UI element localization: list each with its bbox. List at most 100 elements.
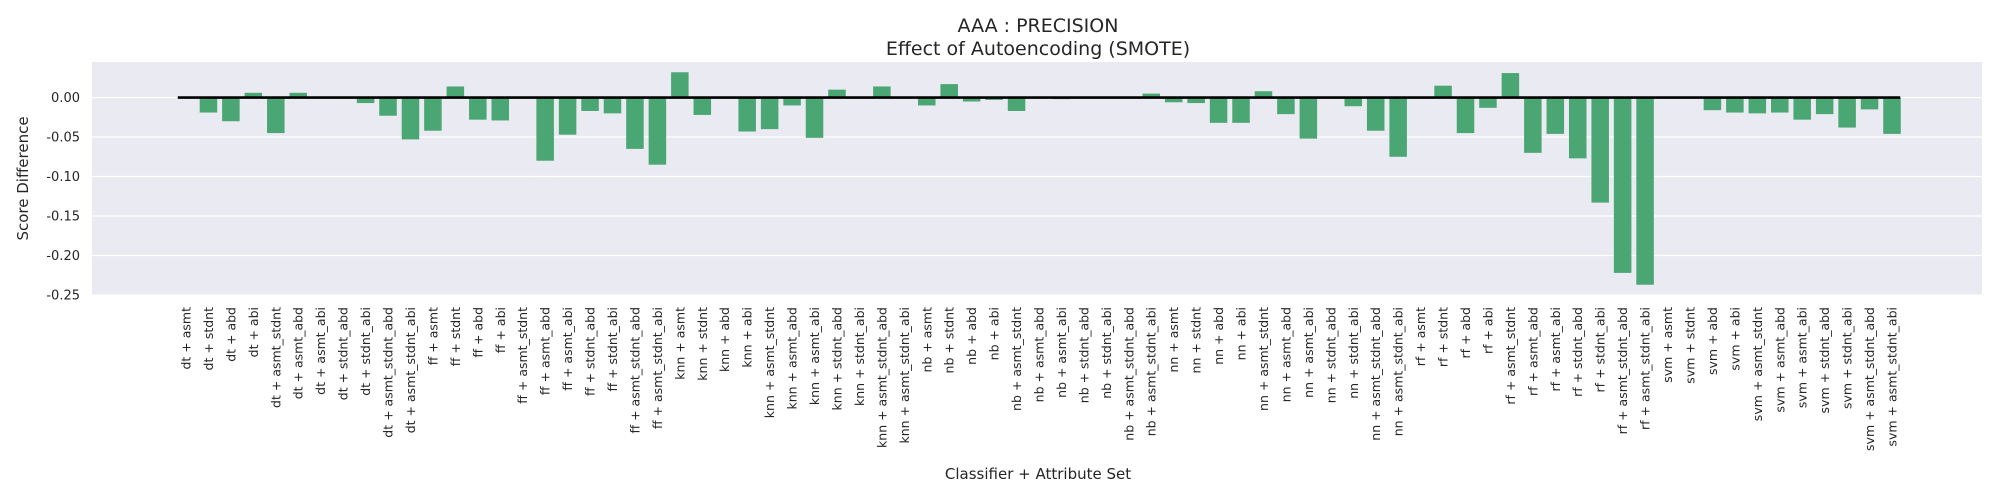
bar: [783, 97, 801, 106]
x-tick-label: nn + abi: [1234, 307, 1249, 360]
bar: [1524, 97, 1542, 153]
bar: [469, 97, 487, 120]
bar: [1726, 97, 1744, 113]
x-tick-label: dt + stdnt: [201, 307, 216, 371]
x-tick-label: svm + abi: [1727, 307, 1742, 371]
x-tick-label: dt + asmt_abi: [313, 307, 328, 395]
x-tick-label: rf + asmt_abi: [1548, 307, 1563, 392]
bar: [1142, 93, 1160, 98]
x-tick-label: nn + stdnt_abi: [1346, 307, 1361, 399]
x-tick-label: dt + asmt: [179, 307, 194, 370]
x-tick-label: nn + asmt_stdnt_abi: [1391, 307, 1406, 436]
x-tick-label: svm + stdnt_abi: [1840, 307, 1855, 409]
bar: [1232, 97, 1250, 123]
x-tick-label: nb + asmt_stdnt: [1009, 307, 1024, 411]
x-tick-label: nb + asmt: [919, 307, 934, 373]
x-tick-label: svm + asmt_abi: [1795, 307, 1810, 408]
x-tick-label: ff + asmt_stdnt: [515, 307, 530, 404]
x-tick-label: nb + asmt_abd: [1032, 307, 1047, 402]
x-tick-label: rf + stdnt: [1436, 307, 1451, 367]
x-tick-label: rf + asmt_stdnt_abd: [1615, 307, 1630, 434]
bar: [1299, 97, 1318, 139]
bar: [356, 97, 375, 104]
x-tick-label: ff + asmt_stdnt_abi: [650, 307, 665, 429]
x-tick-label: knn + asmt_stdnt: [762, 307, 777, 418]
x-tick-label: ff + asmt_stdnt_abd: [627, 307, 642, 433]
x-tick-label: nb + abd: [964, 307, 979, 365]
bar: [648, 97, 667, 165]
bar: [199, 97, 218, 113]
x-tick-label: nb + asmt_stdnt_abd: [1121, 307, 1136, 441]
x-tick-label: knn + stdnt: [695, 307, 710, 381]
x-tick-label: nn + asmt_abd: [1278, 307, 1293, 402]
bar: [491, 97, 510, 121]
x-tick-label: rf + abi: [1480, 307, 1495, 354]
x-tick-label: nb + stdnt: [942, 307, 957, 374]
y-tick-label: -0.05: [46, 131, 80, 146]
x-tick-label: nb + stdnt_abi: [1099, 307, 1114, 399]
bar: [1164, 97, 1183, 103]
bar: [828, 89, 846, 98]
x-tick-label: knn + asmt_abi: [807, 307, 822, 405]
x-tick-label: ff + stdnt_abd: [583, 307, 598, 396]
x-tick-label: dt + asmt_stdnt: [268, 307, 283, 408]
x-tick-label: knn + abi: [740, 307, 755, 368]
y-tick-label: -0.25: [46, 289, 80, 304]
x-tick-label: dt + abd: [223, 307, 238, 362]
bar: [1860, 97, 1879, 110]
bar: [1007, 97, 1026, 111]
x-tick-label: ff + asmt_abd: [538, 307, 553, 395]
x-tick-label: rf + abd: [1458, 307, 1473, 359]
bar: [558, 97, 577, 135]
bar: [1389, 97, 1407, 157]
bar: [1501, 73, 1520, 98]
x-tick-label: nn + abd: [1211, 307, 1226, 365]
x-tick-label: rf + asmt_abd: [1525, 307, 1540, 396]
bar: [1748, 97, 1767, 114]
x-tick-label: dt + asmt_stdnt_abi: [403, 307, 418, 433]
bar: [289, 92, 307, 98]
x-tick-label: knn + asmt: [672, 307, 687, 380]
x-tick-label: nn + stdnt: [1189, 307, 1204, 374]
bar: [626, 97, 644, 149]
bar: [1568, 97, 1587, 159]
bar: [1456, 97, 1475, 134]
bar: [446, 86, 465, 98]
y-axis-label: Score Difference: [14, 116, 32, 240]
bar: [1546, 97, 1565, 134]
bar: [760, 97, 779, 130]
bar: [1209, 97, 1228, 123]
bar: [805, 97, 824, 138]
y-tick-label: -0.15: [46, 210, 80, 225]
x-tick-label: ff + asmt_abi: [560, 307, 575, 391]
x-tick-label: svm + asmt_stdnt_abd: [1862, 307, 1877, 451]
bar: [222, 97, 240, 122]
bar: [873, 86, 891, 98]
x-tick-label: nb + stdnt_abd: [1076, 307, 1091, 403]
x-tick-label: nn + asmt_stdnt_abd: [1368, 307, 1383, 441]
bar: [424, 97, 442, 131]
bar: [1479, 97, 1497, 108]
x-tick-label: knn + stdnt_abi: [852, 307, 867, 406]
y-tick-label: 0.00: [51, 91, 80, 106]
bar: [1793, 97, 1811, 120]
bar: [1703, 97, 1722, 111]
bar: [267, 97, 285, 134]
x-tick-label: dt + asmt_stdnt_abd: [381, 307, 396, 438]
bar: [1883, 97, 1901, 134]
bar: [940, 84, 958, 98]
x-tick-label: knn + abd: [717, 307, 732, 372]
x-tick-label: svm + asmt_stdnt_abi: [1885, 307, 1900, 447]
y-tick-label: -0.10: [46, 170, 80, 185]
x-tick-label: nb + abi: [987, 307, 1002, 360]
x-tick-label: rf + asmt_stdnt_abi: [1638, 307, 1653, 430]
x-tick-label: nn + asmt_stdnt: [1256, 307, 1271, 411]
bar: [1838, 97, 1856, 128]
y-tick-labels: 0.00 -0.05 -0.10 -0.15 -0.20 -0.25: [46, 91, 80, 303]
bar: [244, 92, 263, 98]
x-tick-label: rf + asmt: [1413, 307, 1428, 366]
x-tick-label: knn + asmt_stdnt_abi: [897, 307, 912, 444]
bar: [1591, 97, 1609, 203]
x-tick-label: ff + asmt: [425, 307, 440, 365]
